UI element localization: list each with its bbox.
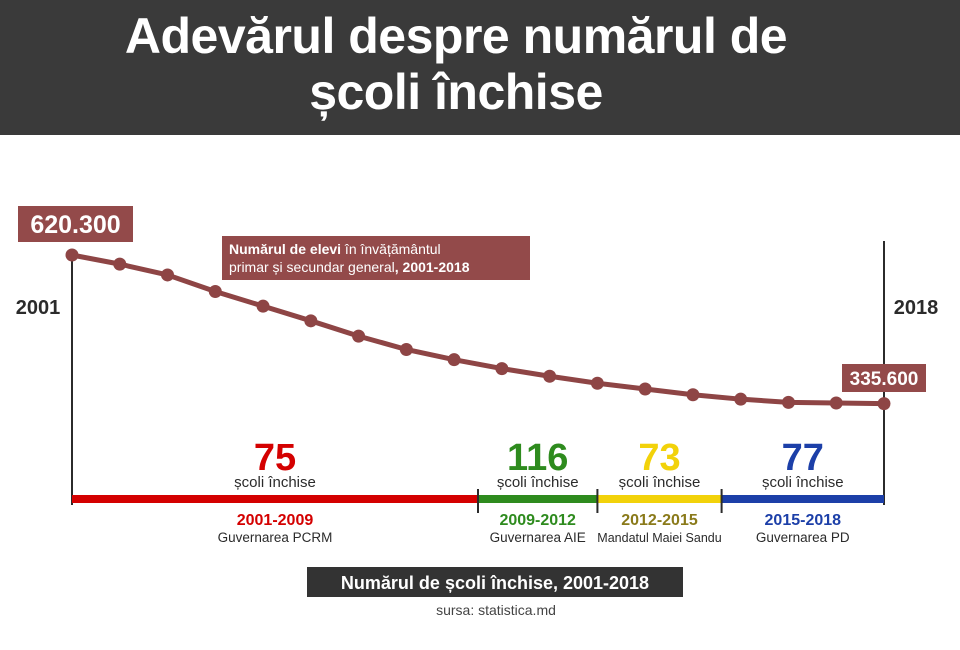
series-legend-rest: în învățământul <box>341 241 441 257</box>
closed-count-2015-2018: 77 <box>782 437 824 479</box>
x-start-label: 2001 <box>16 297 61 319</box>
bottom-title-text: Numărul de școli închise, 2001-2018 <box>341 573 649 593</box>
closed-count-2009-2012: 116 <box>507 437 568 479</box>
closed-count-2001-2009: 75 <box>254 437 296 479</box>
closed-text-2009-2012: școli închise <box>497 474 579 491</box>
series-legend-line2-text: primar și secundar general <box>229 259 395 275</box>
period-government-2009-2012: Guvernarea AIE <box>490 530 586 545</box>
data-point-2005 <box>256 299 270 313</box>
data-point-2011 <box>543 369 557 383</box>
period-government-2012-2015: Mandatul Maiei Sandu <box>597 531 721 545</box>
series-legend-bold: Numărul de elevi <box>229 241 341 257</box>
end-value-bg <box>842 364 926 392</box>
data-point-2013 <box>638 382 652 396</box>
students-line <box>69 252 887 407</box>
data-point-2017 <box>829 396 843 410</box>
series-legend: Numărul de elevi în învățământul primar ș… <box>222 236 530 280</box>
series-legend-line-2: primar și secundar general, 2001-2018 <box>229 259 470 275</box>
bottom-title: Numărul de școli închise, 2001-2018 <box>307 567 683 597</box>
closed-text-2001-2009: școli închise <box>234 474 316 491</box>
data-point-2008 <box>399 342 413 356</box>
data-point-2010 <box>495 362 509 376</box>
closed-count-2012-2015: 73 <box>638 437 680 479</box>
series-legend-bg <box>222 236 530 280</box>
title-line-2: școli închise <box>309 64 603 120</box>
students-chart: 2001 2018 620.300 335.600 Numărul de elevi î… <box>16 206 939 618</box>
period-years-2001-2009: 2001-2009 <box>237 512 314 529</box>
data-point-2009 <box>447 353 461 367</box>
data-point-2007 <box>352 329 366 343</box>
period-government-2001-2009: Guvernarea PCRM <box>218 530 333 545</box>
source-text: sursa: statistica.md <box>436 602 556 618</box>
data-point-2018 <box>877 397 891 411</box>
period-years-2015-2018: 2015-2018 <box>765 512 842 529</box>
data-point-2004 <box>208 285 222 299</box>
period-bar-2015-2018 <box>721 495 884 503</box>
series-legend-years: , 2001-2018 <box>395 259 470 275</box>
start-value-text: 620.300 <box>30 211 120 239</box>
period-bar-2009-2012 <box>478 495 598 503</box>
data-point-2014 <box>686 388 700 402</box>
data-point-2016 <box>781 395 795 409</box>
end-value-label: 335.600 <box>842 364 926 392</box>
start-value-label: 620.300 <box>18 206 133 242</box>
data-point-2002 <box>113 257 127 271</box>
data-point-2006 <box>304 314 318 328</box>
data-point-2012 <box>590 376 604 390</box>
x-end-label: 2018 <box>894 297 939 319</box>
end-value-text: 335.600 <box>850 369 919 390</box>
closed-text-2015-2018: școli închise <box>762 474 844 491</box>
period-government-2015-2018: Guvernarea PD <box>756 530 850 545</box>
start-value-bg <box>18 206 133 242</box>
period-bar-2012-2015 <box>597 495 722 503</box>
period-years-2009-2012: 2009-2012 <box>499 512 576 529</box>
period-bar-2001-2009 <box>72 495 478 503</box>
data-point-2001 <box>65 248 79 262</box>
title-line-1: Adevărul despre numărul de <box>124 8 788 64</box>
data-point-2003 <box>161 268 175 282</box>
closed-text-2012-2015: școli închise <box>619 474 701 491</box>
page-title: Adevărul despre numărul de școli închise <box>0 8 912 120</box>
header-banner: Adevărul despre numărul de școli închise <box>0 0 960 135</box>
period-years-2012-2015: 2012-2015 <box>621 512 698 529</box>
bottom-title-bg <box>307 567 683 597</box>
series-legend-line-1: Numărul de elevi în învățământul <box>229 241 441 257</box>
data-point-2015 <box>734 392 748 406</box>
